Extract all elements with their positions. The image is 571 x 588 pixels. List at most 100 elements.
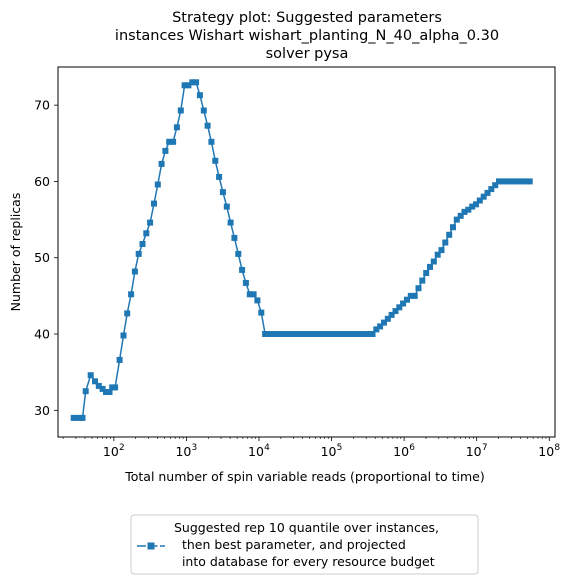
data-point — [319, 331, 326, 337]
data-point — [200, 107, 207, 114]
data-point — [499, 178, 506, 185]
data-point — [269, 331, 276, 337]
data-point — [312, 331, 318, 337]
data-point — [480, 193, 487, 200]
data-point — [381, 319, 387, 326]
data-point — [304, 331, 311, 337]
data-point — [296, 331, 303, 337]
data-point — [450, 224, 456, 231]
x-tick-label: 10 — [393, 444, 409, 459]
data-point — [511, 178, 518, 185]
data-point — [365, 331, 372, 337]
data-point — [427, 263, 433, 270]
data-point — [162, 147, 169, 154]
data-point — [208, 138, 215, 145]
x-tick-label-exponent: 7 — [482, 443, 488, 453]
data-point — [526, 178, 533, 185]
y-tick-label: 30 — [34, 403, 50, 418]
data-point — [354, 331, 361, 337]
data-point — [438, 247, 445, 254]
data-point — [288, 331, 295, 337]
data-point — [461, 208, 468, 215]
data-point — [106, 389, 113, 395]
data-point — [242, 279, 249, 286]
legend-text-line-1: Suggested rep 10 quantile over instances… — [174, 520, 439, 535]
plot-marks — [70, 79, 533, 421]
x-tick-label-exponent: 8 — [554, 443, 560, 453]
data-point — [430, 258, 437, 265]
data-point — [131, 268, 138, 275]
x-tick-label: 10 — [248, 444, 264, 459]
data-point — [388, 311, 395, 318]
data-point — [181, 82, 188, 89]
data-point — [154, 181, 161, 188]
x-tick-label: 10 — [538, 444, 554, 459]
data-point — [216, 173, 223, 180]
data-point — [277, 331, 284, 337]
data-point — [346, 331, 353, 337]
data-point — [231, 234, 238, 241]
data-point — [411, 292, 418, 299]
x-tick-label-exponent: 5 — [337, 443, 343, 453]
data-point — [158, 160, 165, 167]
data-point — [151, 200, 157, 207]
data-point — [476, 197, 483, 204]
data-point — [196, 92, 203, 99]
data-point — [116, 356, 123, 363]
x-tick-label-exponent: 6 — [409, 443, 415, 453]
data-point — [488, 186, 495, 193]
data-point — [124, 310, 131, 317]
data-point — [128, 291, 135, 298]
data-point — [273, 331, 280, 337]
data-point — [170, 138, 177, 145]
data-point — [212, 157, 219, 164]
data-point — [166, 138, 173, 145]
x-tick-label: 10 — [103, 444, 119, 459]
data-point — [453, 216, 460, 223]
data-point — [404, 296, 410, 303]
data-point — [246, 291, 253, 298]
chart-title: Strategy plot: Suggested parameters inst… — [115, 10, 499, 62]
x-tick-label: 10 — [321, 444, 337, 459]
data-point — [338, 331, 345, 337]
data-point — [135, 250, 142, 257]
data-point — [120, 332, 127, 339]
y-tick-label: 40 — [34, 327, 50, 342]
data-point — [484, 189, 491, 196]
data-point — [262, 331, 269, 337]
data-point — [300, 331, 307, 337]
data-point — [327, 331, 334, 337]
data-point — [87, 372, 94, 379]
data-point — [519, 178, 525, 185]
data-point — [315, 331, 322, 337]
chart-title-line-2: instances Wishart wishart_planting_N_40_… — [115, 28, 499, 44]
x-tick-label: 10 — [175, 444, 191, 459]
data-point — [331, 331, 338, 337]
data-point — [189, 79, 196, 86]
data-point — [92, 378, 98, 385]
data-point — [515, 178, 522, 185]
data-point — [335, 331, 341, 337]
chart-title-line-1: Strategy plot: Suggested parameters — [172, 10, 442, 26]
data-point — [465, 206, 472, 213]
data-point — [392, 308, 399, 315]
data-point — [227, 219, 234, 226]
data-point — [396, 304, 403, 311]
data-point — [173, 124, 180, 131]
x-tick-label-exponent: 3 — [192, 443, 198, 453]
data-point — [219, 189, 226, 196]
data-point — [369, 331, 376, 337]
data-point — [361, 331, 368, 337]
y-axis-ticks: 30 40 50 60 70 — [34, 98, 58, 418]
data-point — [457, 212, 464, 219]
data-point — [350, 331, 357, 337]
data-point — [400, 300, 407, 307]
data-point — [503, 178, 510, 185]
x-axis-ticks: 10 2 10 3 10 4 10 5 10 6 10 7 10 8 — [62, 437, 560, 459]
data-point — [147, 219, 154, 226]
legend-box — [130, 514, 479, 575]
data-point — [70, 414, 77, 421]
data-point — [254, 297, 261, 304]
data-point — [185, 82, 192, 89]
